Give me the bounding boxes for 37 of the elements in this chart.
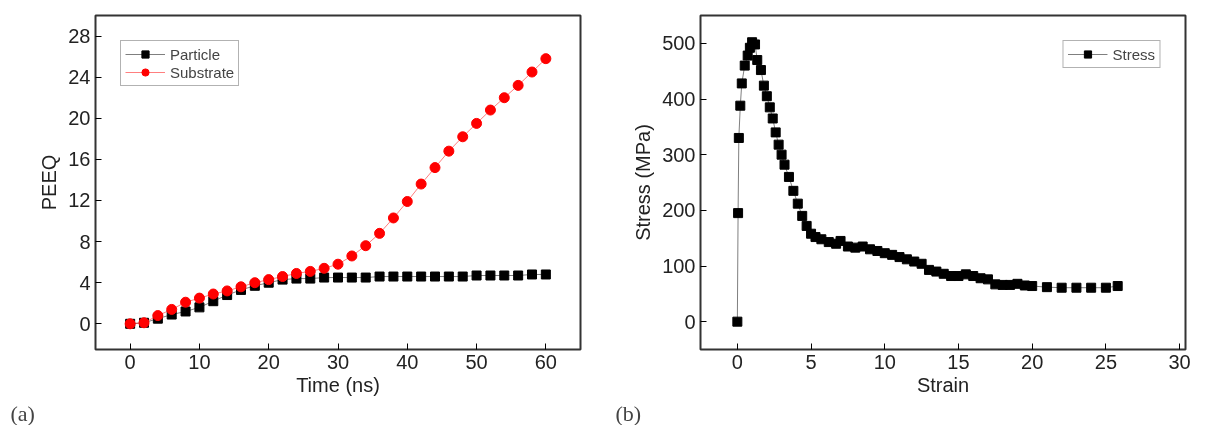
x-tick-label: 20 [257, 350, 280, 373]
x-tick-label: 10 [873, 350, 896, 373]
y-tick-label: 24 [68, 66, 91, 89]
y-tick-label: 12 [68, 189, 91, 212]
y-tick-label: 100 [662, 255, 696, 277]
x-tick-label: 5 [805, 350, 817, 373]
y-tick-label: 300 [662, 143, 696, 166]
y-tick-label: 0 [79, 312, 91, 335]
x-tick-label: 50 [465, 350, 488, 373]
x-tick-label: 15 [947, 350, 970, 373]
y-tick-label: 28 [68, 25, 91, 48]
y-tick-label: 0 [684, 310, 696, 333]
text: (b) [615, 400, 642, 426]
x-tick-label: 0 [731, 350, 743, 373]
y-tick-label: 500 [662, 32, 696, 55]
y-axis-title: Stress (MPa) [632, 124, 655, 241]
legend-label: Stress [1112, 45, 1155, 63]
x-tick-label: 20 [1021, 350, 1044, 373]
x-tick-label: 30 [326, 350, 350, 373]
x-tick-label: 0 [124, 350, 136, 373]
y-axis-title: PEEQ [38, 154, 61, 211]
y-tick-label: 400 [662, 88, 696, 110]
text: (a) [10, 400, 35, 426]
x-tick-label: 30 [1168, 350, 1191, 373]
x-tick-label: 25 [1094, 350, 1118, 373]
x-axis-title: Strain [916, 373, 970, 396]
legend-label: Substrate [170, 63, 235, 81]
y-tick-label: 16 [68, 148, 91, 171]
x-tick-label: 10 [188, 350, 211, 373]
x-tick-label: 40 [396, 350, 419, 373]
y-tick-label: 4 [79, 271, 91, 294]
y-tick-label: 200 [662, 199, 696, 222]
y-tick-label: 8 [79, 230, 91, 253]
x-tick-label: 60 [534, 350, 557, 373]
x-axis-title: Time (ns) [296, 373, 380, 396]
legend-label: Particle [170, 45, 221, 63]
y-tick-label: 20 [68, 107, 91, 130]
